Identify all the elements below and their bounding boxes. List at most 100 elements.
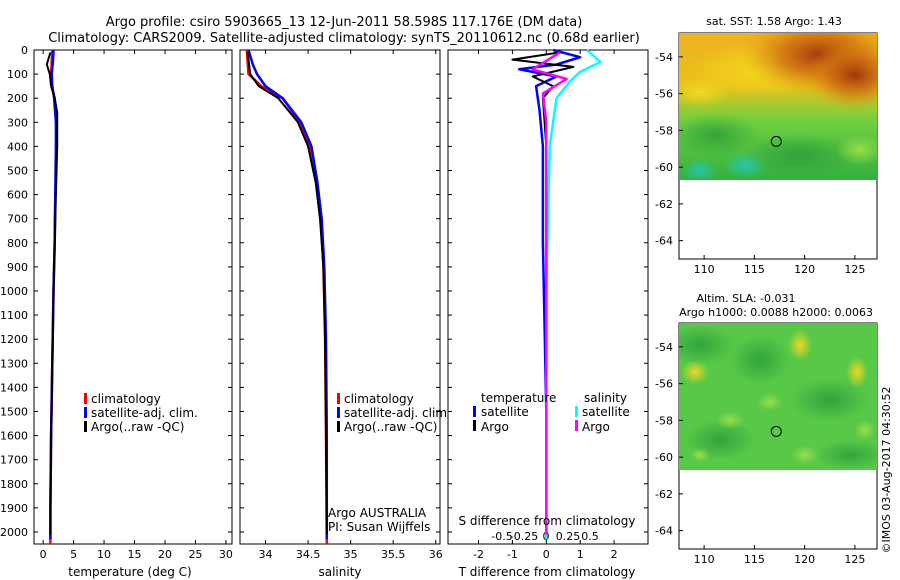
depth-tick-label: 1100 [0,309,28,322]
depth-tick-label: 1000 [0,285,28,298]
series-argo-raw-qc- [45,52,59,535]
x-tick-label: 15 [128,548,142,561]
x-tick-label: 1 [577,548,584,561]
lat-tick-label: -64 [655,235,673,248]
series-argo-raw-qc- [246,52,328,535]
salinity-legend: climatology satellite-adj. clim. Argo(..… [337,392,451,434]
t-difference-x-axis: -2 -1 0 1 2 [473,548,618,561]
x-tick-label: 35.5 [381,548,406,561]
sla-map-subtitle: Argo h1000: 0.0088 h2000: 0.0063 [679,306,873,319]
x-tick-label: 25 [188,548,202,561]
legend-swatch-s-argo [575,420,578,431]
legend-label-s-satellite: satellite [582,405,630,419]
depth-tick-label: 0 [21,44,28,57]
temperature-xlabel: temperature (deg C) [68,565,191,579]
lat-tick-label: -60 [655,161,673,174]
depth-tick-label: 100 [7,68,28,81]
legend-swatch-argo [337,421,340,432]
depth-tick-label: 1400 [0,381,28,394]
lon-tick-label: 120 [794,553,815,566]
salinity-xlabel: salinity [318,565,361,579]
legend-swatch-s-satellite [575,406,578,417]
lat-tick-label: -60 [655,451,673,464]
legend-label-t-argo: Argo [481,420,509,434]
argo-float-marker [770,425,782,437]
sla-field [679,323,877,470]
t-difference-xlabel: T difference from climatology [458,565,636,579]
legend-label-satellite: satellite-adj. clim. [91,406,198,420]
temperature-legend: climatology satellite-adj. clim. Argo(..… [84,392,198,434]
temperature-x-axis: 0 5 10 15 20 25 30 [40,548,233,561]
x-tick-label: 0 [40,548,47,561]
lat-tick-label: -58 [655,124,673,137]
depth-tick-label: 200 [7,92,28,105]
x-tick-label: 34.5 [296,548,321,561]
sst-longitude-axis: 110 115 120 125 [694,263,866,276]
lat-tick-label: -54 [655,51,673,64]
depth-tick-label: 1200 [0,333,28,346]
temperature-plot: 0100200300400500600700800900100011001200… [0,44,233,579]
x-tick-label: 2 [611,548,618,561]
sla-map: Altim. SLA: -0.031 Argo h1000: 0.0088 h2… [655,292,878,566]
s-tick-label: 0.5 [581,530,599,543]
legend-label-argo: Argo(..raw -QC) [91,420,184,434]
legend-swatch-t-argo [473,420,476,431]
x-tick-label: -2 [473,548,484,561]
temperature-axes [33,49,233,545]
legend-label-satellite: satellite-adj. clim. [344,406,451,420]
depth-tick-label: 1600 [0,430,28,443]
title-line2: Climatology: CARS2009. Satellite-adjuste… [48,31,640,46]
series-t-satellite [517,48,582,540]
sst-map-title: sat. SST: 1.58 Argo: 1.43 [706,15,842,28]
lat-tick-label: -62 [655,198,673,211]
sla-latitude-axis: -54 -56 -58 -60 -62 -64 [655,341,673,538]
legend-swatch-argo [84,421,87,432]
x-tick-label: 0 [543,548,550,561]
sst-latitude-axis: -54 -56 -58 -60 -62 -64 [655,51,673,248]
depth-tick-label: 600 [7,189,28,202]
lat-tick-label: -56 [655,88,673,101]
s-tick-label: -0.5 [491,530,512,543]
lon-tick-label: 110 [694,263,715,276]
title-line1: Argo profile: csiro 5903665_13 12-Jun-20… [106,15,583,30]
salinity-x-axis: 34 34.5 35 35.5 36 [259,548,443,561]
depth-tick-label: 1500 [0,405,28,418]
depth-tick-label: 1700 [0,454,28,467]
x-tick-label: 35 [344,548,358,561]
sst-field [679,33,877,180]
sst-map: sat. SST: 1.58 Argo: 1.43 110 115 120 125 -… [655,15,878,276]
lon-tick-label: 115 [744,263,765,276]
lon-tick-label: 125 [844,553,865,566]
lon-tick-label: 125 [844,263,865,276]
series-s-argo [531,51,568,535]
sla-map-title: Altim. SLA: -0.031 [696,292,795,305]
x-tick-label: 36 [429,548,443,561]
x-tick-label: 30 [219,548,233,561]
difference-legend: temperature salinity satellite Argo sate… [473,391,630,434]
legend-swatch-climatology [337,393,340,404]
legend-label-argo: Argo(..raw -QC) [344,420,437,434]
legend-label-climatology: climatology [344,392,414,406]
s-tick-label: -0.25 [510,530,538,543]
lon-tick-label: 120 [794,263,815,276]
salinity-plot: 34 34.5 35 35.5 36 salinity climatology sate… [239,49,451,579]
depth-tick-label: 1300 [0,357,28,370]
depth-axis: 0 100 200 300 400 500 600 700 800 900 1000 1100 1200… [0,44,28,539]
difference-series [511,48,602,540]
depth-tick-label: 1900 [0,502,28,515]
depth-tick-label: 700 [7,213,28,226]
legend-label-t-satellite: satellite [481,405,529,419]
depth-tick-label: 400 [7,140,28,153]
depth-tick-label: 800 [7,237,28,250]
lat-tick-label: -54 [655,341,673,354]
argo-program-label: Argo AUSTRALIA [328,506,427,520]
lat-tick-label: -62 [655,488,673,501]
legend-title-salinity: salinity [584,391,627,405]
depth-tick-label: 900 [7,261,28,274]
salinity-series [245,49,329,545]
depth-tick-label: 500 [7,164,28,177]
difference-axes [447,49,649,545]
legend-swatch-satellite [84,407,87,418]
lat-tick-label: -58 [655,414,673,427]
